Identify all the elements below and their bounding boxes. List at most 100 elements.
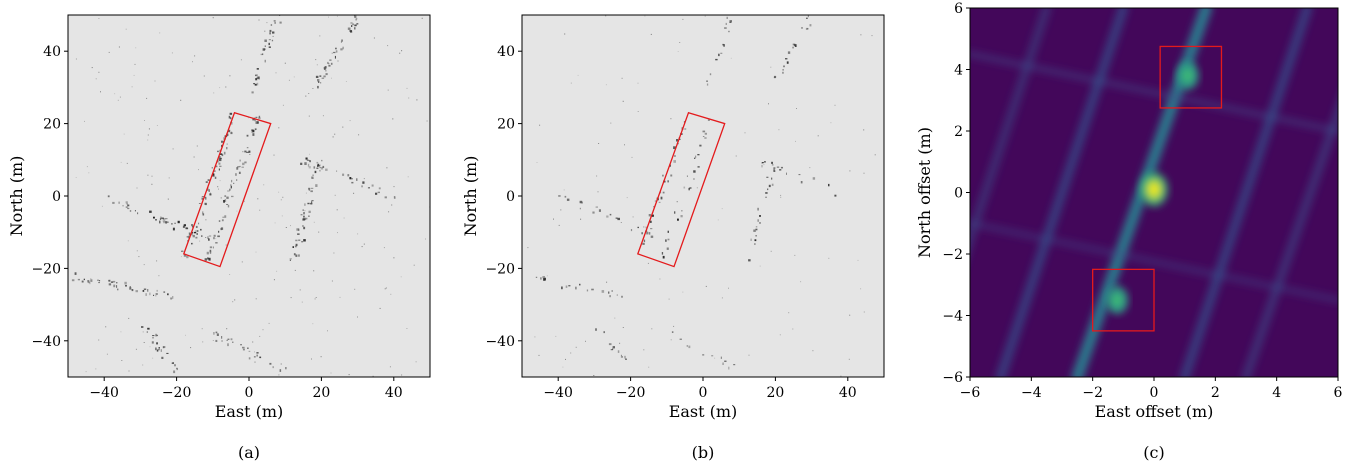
return-point bbox=[217, 235, 220, 238]
return-point bbox=[565, 285, 568, 288]
return-point bbox=[728, 366, 730, 370]
return-point bbox=[319, 35, 321, 37]
return-point bbox=[620, 222, 622, 223]
return-point bbox=[255, 74, 258, 77]
return-point bbox=[313, 270, 315, 272]
return-point bbox=[239, 159, 241, 162]
return-point bbox=[330, 372, 332, 374]
return-point bbox=[724, 360, 727, 362]
return-point bbox=[128, 317, 130, 319]
return-point bbox=[332, 136, 334, 138]
return-point bbox=[172, 296, 174, 299]
return-point bbox=[641, 232, 643, 235]
return-point bbox=[264, 59, 266, 63]
return-point bbox=[122, 205, 124, 207]
return-point bbox=[317, 85, 319, 89]
return-point bbox=[258, 77, 260, 80]
x-tick-label: 0 bbox=[699, 385, 708, 401]
return-point bbox=[255, 298, 257, 300]
return-point bbox=[341, 39, 343, 42]
return-point bbox=[361, 246, 363, 248]
return-point bbox=[387, 45, 389, 47]
return-point bbox=[226, 339, 228, 341]
return-point bbox=[595, 328, 597, 331]
return-point bbox=[350, 178, 353, 180]
return-point bbox=[782, 71, 784, 74]
return-point bbox=[167, 293, 169, 296]
return-point bbox=[564, 33, 566, 35]
return-point bbox=[353, 192, 355, 194]
return-point bbox=[389, 366, 391, 368]
return-point bbox=[383, 247, 385, 249]
return-point bbox=[230, 117, 232, 120]
return-point bbox=[312, 323, 314, 325]
return-point bbox=[246, 134, 249, 137]
return-point bbox=[208, 235, 212, 237]
return-point bbox=[105, 326, 107, 328]
return-point bbox=[670, 118, 672, 120]
return-point bbox=[100, 91, 101, 93]
return-point bbox=[219, 156, 221, 159]
return-point bbox=[133, 74, 135, 76]
return-point bbox=[259, 335, 261, 337]
return-point bbox=[378, 187, 381, 190]
x-tick-label: 2 bbox=[1211, 385, 1220, 401]
return-point bbox=[98, 282, 100, 284]
return-point bbox=[608, 291, 610, 294]
return-point bbox=[240, 59, 242, 61]
return-point bbox=[268, 46, 271, 48]
return-point bbox=[697, 166, 700, 168]
return-point bbox=[259, 356, 262, 359]
return-point bbox=[297, 233, 300, 235]
return-point bbox=[598, 209, 601, 212]
return-point bbox=[767, 188, 769, 191]
return-point bbox=[773, 168, 776, 171]
return-point bbox=[686, 175, 688, 177]
return-point bbox=[848, 358, 850, 360]
return-point bbox=[236, 179, 238, 181]
return-point bbox=[257, 198, 259, 200]
return-point bbox=[539, 124, 541, 126]
return-point bbox=[219, 165, 222, 167]
return-point bbox=[313, 166, 316, 169]
return-point bbox=[643, 239, 646, 243]
return-point bbox=[680, 215, 683, 218]
return-point bbox=[201, 197, 203, 200]
return-point bbox=[202, 211, 204, 215]
return-point bbox=[706, 80, 708, 82]
return-point bbox=[158, 275, 160, 277]
ridge bbox=[1241, 99, 1338, 377]
return-point bbox=[127, 240, 129, 242]
x-axis-label: East (m) bbox=[669, 402, 738, 421]
return-point bbox=[191, 224, 193, 227]
return-point bbox=[181, 250, 183, 252]
return-point bbox=[340, 41, 342, 43]
return-point bbox=[610, 122, 612, 124]
return-point bbox=[207, 179, 210, 181]
return-point bbox=[407, 176, 409, 178]
return-point bbox=[295, 239, 298, 242]
return-point bbox=[252, 133, 255, 136]
return-point bbox=[138, 256, 140, 258]
return-point bbox=[337, 60, 339, 62]
return-point bbox=[213, 332, 215, 335]
return-point bbox=[304, 162, 307, 165]
return-point bbox=[317, 165, 320, 167]
return-point bbox=[186, 256, 189, 259]
return-point bbox=[333, 51, 336, 54]
return-point bbox=[180, 256, 182, 258]
return-point bbox=[679, 42, 681, 43]
return-point bbox=[144, 120, 145, 121]
return-point bbox=[218, 220, 221, 222]
return-point bbox=[645, 226, 647, 229]
return-point bbox=[198, 203, 201, 204]
return-point bbox=[324, 66, 327, 69]
map-background bbox=[68, 15, 430, 377]
return-point bbox=[670, 174, 673, 177]
return-point bbox=[205, 197, 207, 200]
return-point bbox=[377, 191, 380, 194]
return-point bbox=[256, 68, 259, 70]
return-point bbox=[715, 58, 718, 61]
return-point bbox=[696, 187, 698, 189]
